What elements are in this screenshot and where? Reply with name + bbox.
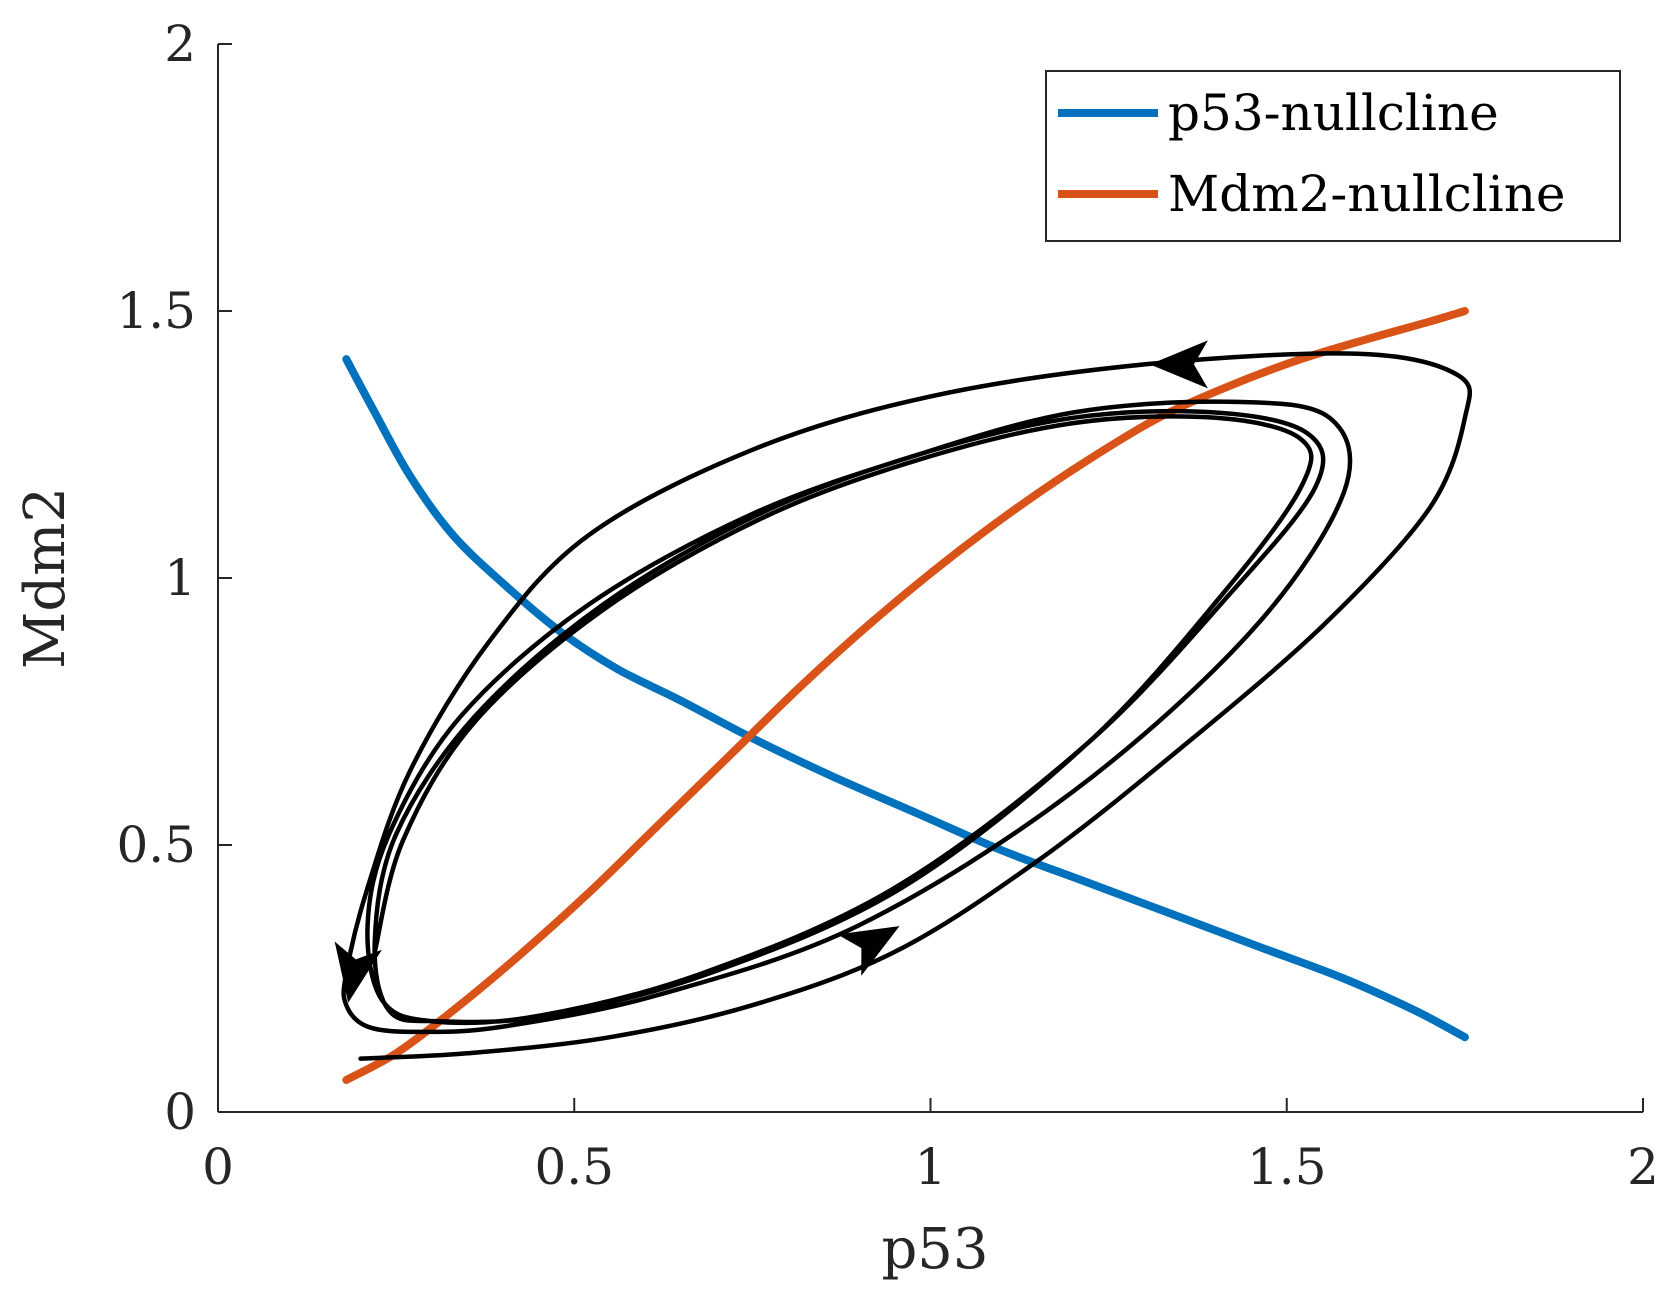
x-tick-label: 0.5 xyxy=(534,1138,614,1196)
legend-entry-p53-nullcline: p53-nullcline xyxy=(1168,84,1499,142)
tick-labels: 0 0.5 1 1.5 2 0 0.5 1 1.5 2 xyxy=(116,15,1658,1196)
trajectory-arrows xyxy=(334,340,1208,1003)
x-tick-label: 1 xyxy=(915,1138,947,1196)
axes xyxy=(217,43,1644,1113)
y-tick-label: 1.5 xyxy=(116,282,196,340)
legend: p53-nullcline Mdm2-nullcline xyxy=(1045,70,1621,242)
y-axis-label: Mdm2 xyxy=(13,487,78,669)
x-tick-label: 0 xyxy=(202,1138,234,1196)
trajectory-line xyxy=(341,351,1473,1061)
legend-box xyxy=(1045,70,1621,242)
arrow-upper-head xyxy=(1149,340,1208,389)
p53-nullcline-line xyxy=(342,355,1469,1042)
x-tick-label: 2 xyxy=(1627,1138,1659,1196)
y-tick-label: 0 xyxy=(164,1083,196,1141)
x-tick-label: 1.5 xyxy=(1247,1138,1327,1196)
y-tick-label: 0.5 xyxy=(116,816,196,874)
y-tick-label: 2 xyxy=(164,15,196,73)
y-tick-label: 1 xyxy=(164,549,196,607)
legend-entry-mdm2-nullcline: Mdm2-nullcline xyxy=(1168,165,1566,223)
arrow-lower-head xyxy=(837,926,900,976)
arrow-left-head xyxy=(334,941,382,1003)
mdm2-nullcline-line xyxy=(342,307,1469,1084)
plot-series xyxy=(341,307,1473,1084)
x-axis-label: p53 xyxy=(881,1217,988,1282)
